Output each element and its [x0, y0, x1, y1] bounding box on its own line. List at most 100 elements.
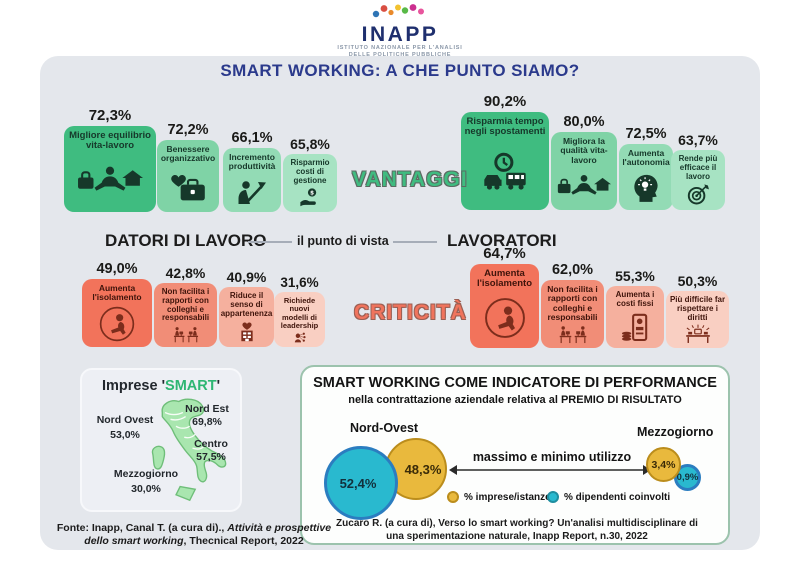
- utility-meter-icon: [609, 309, 661, 344]
- legend-dot-yellow-icon: [447, 491, 459, 503]
- stat-value: 63,7%: [678, 132, 718, 148]
- stat-label: Più difficile far rispettare i diritti: [669, 295, 726, 322]
- clock-transport-icon: [464, 138, 546, 206]
- page-title: SMART WORKING: A CHE PUNTO SIAMO?: [220, 61, 580, 80]
- stat-label: Migliora la qualità vita-lavoro: [560, 136, 608, 165]
- growth-person-icon: [226, 172, 278, 208]
- bubble-group-nord-ovest: Nord-Ovest: [350, 421, 419, 435]
- stat-value: 66,1%: [231, 130, 273, 146]
- stat-label: Aumenta i costi fissi: [615, 290, 655, 308]
- colleagues-desks-icon: [544, 322, 601, 344]
- inapp-logo: INAPP ISTITUTO NAZIONALE PER L'ANALISI D…: [0, 4, 800, 59]
- stat-card: 66,1% Incremento produttività: [223, 127, 281, 212]
- workers-rights-icon: [669, 322, 726, 344]
- stat-value: 64,7%: [483, 245, 526, 262]
- stat-label: Incremento produttività: [228, 152, 276, 172]
- stat-label: Aumenta l'autonomia: [622, 148, 670, 168]
- isolation-icon: [473, 290, 536, 344]
- building-heart-icon: [222, 318, 271, 343]
- bubble-nord-ovest-dipendenti: 52,4%: [324, 446, 398, 520]
- hand-coin-icon: [286, 185, 334, 208]
- stat-value: 90,2%: [483, 93, 527, 110]
- performance-title: SMART WORKING COME INDICATORE DI PERFORM…: [313, 375, 717, 391]
- legend-dot-teal-icon: [547, 491, 559, 503]
- stat-card: 72,2% Benessere organizzativo: [157, 119, 219, 212]
- stat-value: 65,8%: [290, 136, 330, 152]
- region-label: Mezzogiorno: [113, 468, 179, 480]
- stat-label: Risparmio costi di gestione: [290, 158, 330, 185]
- bubble-mezzogiorno-dipendenti: 0,9%: [674, 464, 701, 491]
- stat-card: 40,9% Riduce il senso di appartenenza: [219, 264, 274, 347]
- stat-value: 55,3%: [615, 268, 655, 284]
- heart-briefcase-icon: [160, 164, 216, 208]
- source-note: Fonte: Inapp, Canal T. (a cura di)., Att…: [56, 522, 332, 548]
- stat-value: 50,3%: [677, 273, 718, 289]
- stat-card: 90,2% Risparmia tempo negli spostamenti: [461, 90, 549, 210]
- double-arrow-icon: [449, 465, 651, 475]
- stat-label: Risparmia tempo negli spostamenti: [464, 116, 546, 138]
- stat-value: 72,5%: [625, 126, 667, 142]
- lavoratori-heading: LAVORATORI: [447, 231, 557, 250]
- stat-value: 40,9%: [226, 269, 267, 285]
- colleagues-desks-icon: [157, 323, 214, 343]
- head-idea-icon: [622, 168, 670, 206]
- stat-card: 65,8% Risparmio costi di gestione: [283, 133, 337, 212]
- region-value: 57,5%: [196, 451, 226, 463]
- stat-label: Aumenta l'isolamento: [92, 283, 142, 303]
- isolation-icon: [85, 303, 149, 343]
- region-label: Centro: [194, 438, 228, 450]
- stat-card: 64,7% Aumenta l'isolamento: [470, 244, 539, 348]
- stat-card: 31,6% Richiede nuovi modelli di leadersh…: [274, 268, 325, 347]
- datori-di-lavoro-heading: DATORI DI LAVORO: [105, 231, 267, 250]
- stat-label: Migliore equilibrio vita-lavoro: [69, 130, 151, 152]
- region-value: 53,0%: [110, 429, 140, 441]
- logo-dots-icon: [372, 4, 424, 18]
- region-value: 30,0%: [131, 483, 161, 495]
- leadership-network-icon: [277, 330, 322, 343]
- performance-subtitle: nella contrattazione aziendale relativa …: [348, 394, 682, 406]
- imprese-smart-title: Imprese 'SMART': [101, 378, 221, 394]
- italy-map: [151, 398, 227, 502]
- stat-label: Rende più efficace il lavoro: [678, 154, 718, 181]
- stat-card: 62,0% Non facilita i rapporti con colleg…: [541, 256, 604, 348]
- stat-value: 72,2%: [167, 122, 209, 138]
- stat-card: 63,7% Rende più efficace il lavoro: [671, 124, 725, 210]
- work-life-balance-icon: [554, 165, 614, 206]
- stat-value: 80,0%: [563, 114, 605, 130]
- stat-card: 72,5% Aumenta l'autonomia: [619, 120, 673, 210]
- logo-subtitle-line2: DELLE POLITICHE PUBBLICHE: [348, 51, 452, 58]
- stat-label: Riduce il senso di appartenenza: [220, 291, 273, 318]
- work-life-balance-icon: [67, 152, 153, 208]
- stat-card: 50,3% Più difficile far rispettare i dir…: [666, 266, 729, 348]
- arrow-label: massimo e minimo utilizzo: [472, 450, 632, 464]
- stat-card: 49,0% Aumenta l'isolamento: [82, 256, 152, 347]
- logo-subtitle-line1: ISTITUTO NAZIONALE PER L'ANALISI: [337, 45, 463, 51]
- stat-label: Benessere organizzativo: [160, 144, 216, 164]
- stat-value: 42,8%: [165, 265, 206, 281]
- stat-card: 55,3% Aumenta i costi fissi: [606, 262, 664, 348]
- stat-card: 80,0% Migliora la qualità vita-lavoro: [551, 110, 617, 210]
- vantaggi-label: VANTAGGI: [352, 168, 468, 191]
- legend-imprese: % imprese/istanze: [447, 491, 551, 503]
- imprese-smart-box: Imprese 'SMART' Nord Ovest 53,0% Nord Es…: [80, 368, 242, 512]
- logo-wordmark: INAPP: [361, 23, 439, 46]
- performance-box: SMART WORKING COME INDICATORE DI PERFORM…: [300, 365, 730, 545]
- stat-value: 31,6%: [280, 275, 319, 290]
- region-label: Nord Ovest: [96, 414, 154, 426]
- stat-label: Non facilita i rapporti con colleghi e r…: [161, 287, 210, 323]
- punto-di-vista-label: il punto di vista: [297, 234, 389, 248]
- stat-card: 72,3% Migliore equilibrio vita-lavoro: [64, 104, 156, 212]
- region-value: 69,8%: [192, 416, 222, 428]
- criticita-label: CRITICITÀ: [354, 301, 467, 324]
- legend-dipendenti: % dipendenti coinvolti: [547, 491, 670, 503]
- target-dart-icon: [674, 181, 722, 206]
- region-label: Nord Est: [185, 403, 229, 415]
- bubble-mezzogiorno-imprese: 3,4%: [646, 447, 681, 482]
- stat-label: Richiede nuovi modelli di leadership: [280, 296, 319, 330]
- divider-line: [393, 241, 437, 243]
- stat-value: 72,3%: [88, 107, 132, 124]
- stat-value: 62,0%: [551, 262, 594, 278]
- stat-label: Aumenta l'isolamento: [476, 268, 533, 290]
- divider-line: [248, 241, 292, 243]
- stat-label: Non facilita i rapporti con colleghi e r…: [547, 284, 598, 323]
